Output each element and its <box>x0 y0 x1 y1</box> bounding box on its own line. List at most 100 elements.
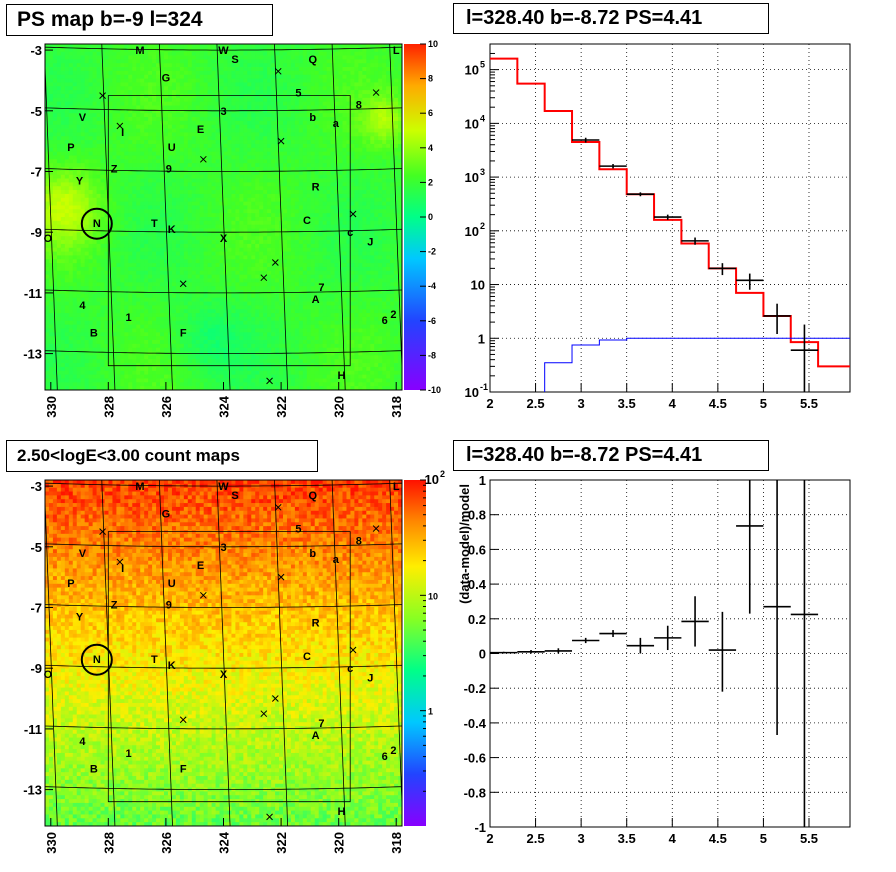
heatmap-cell <box>175 240 181 245</box>
heatmap-cell <box>366 136 371 141</box>
heatmap-cell <box>338 74 343 79</box>
heatmap-cell <box>104 93 109 99</box>
heatmap-cell <box>382 190 387 195</box>
heatmap-cell <box>144 55 149 60</box>
heatmap-cell <box>302 167 308 172</box>
heatmap-cell <box>322 105 328 110</box>
heatmap-cell <box>286 51 292 56</box>
heatmap-cell <box>255 159 260 164</box>
heatmap-cell <box>398 124 402 129</box>
heatmap-cell <box>171 167 177 172</box>
heatmap-cell <box>263 44 268 49</box>
heatmap-cell <box>96 63 101 68</box>
heatmap-cell <box>294 159 300 164</box>
heatmap-cell <box>203 63 209 68</box>
heatmap-cell <box>72 224 78 229</box>
heatmap-cell <box>255 143 260 149</box>
heatmap-cell <box>286 128 292 133</box>
ps-map-heatmap <box>45 44 402 390</box>
heatmap-cell <box>211 205 216 210</box>
heatmap-cell <box>330 147 335 153</box>
heatmap-cell <box>207 124 212 129</box>
heatmap-cell <box>275 186 280 191</box>
heatmap-cell <box>45 255 50 260</box>
heatmap-cell <box>338 251 343 256</box>
heatmap-cell <box>167 205 173 210</box>
heatmap-cell <box>171 205 177 210</box>
heatmap-cell <box>136 51 141 56</box>
heatmap-cell <box>92 190 97 195</box>
heatmap-cell <box>211 97 216 103</box>
heatmap-cell <box>334 193 339 199</box>
heatmap-cell <box>80 93 86 99</box>
heatmap-cell <box>76 120 82 126</box>
heatmap-cell <box>92 147 97 153</box>
heatmap-cell <box>243 101 248 106</box>
heatmap-cell <box>398 209 402 214</box>
heatmap-cell <box>199 128 205 133</box>
heatmap-cell <box>64 147 70 153</box>
heatmap-cell <box>386 128 391 133</box>
heatmap-cell <box>294 155 300 160</box>
heatmap-cell <box>219 255 224 260</box>
heatmap-cell <box>235 117 240 122</box>
heatmap-cell <box>338 78 343 83</box>
heatmap-cell <box>362 163 367 168</box>
heatmap-cell <box>267 82 272 87</box>
heatmap-cell <box>231 182 236 187</box>
heatmap-cell <box>346 101 351 106</box>
heatmap-cell <box>175 113 181 118</box>
heatmap-cell <box>128 217 133 222</box>
heatmap-cell <box>318 47 324 53</box>
heatmap-cell <box>290 143 296 149</box>
heatmap-cell <box>144 167 149 172</box>
heatmap-cell <box>235 86 240 91</box>
heatmap-cell <box>140 74 145 79</box>
heatmap-cell <box>96 240 101 245</box>
heatmap-cell <box>132 143 137 149</box>
heatmap-cell <box>132 186 137 191</box>
heatmap-cell <box>398 82 402 87</box>
heatmap-cell <box>215 174 220 179</box>
heatmap-cell <box>390 190 395 195</box>
heatmap-cell <box>298 70 304 76</box>
heatmap-cell <box>68 63 74 68</box>
heatmap-cell <box>223 174 228 179</box>
heatmap-cell <box>104 67 109 72</box>
heatmap-cell <box>45 232 50 237</box>
heatmap-cell <box>398 167 402 172</box>
heatmap-cell <box>104 224 109 229</box>
heatmap-cell <box>243 193 248 199</box>
heatmap-cell <box>227 163 232 168</box>
heatmap-cell <box>334 117 339 122</box>
heatmap-cell <box>195 236 201 241</box>
heatmap-cell <box>144 67 149 72</box>
heatmap-cell <box>350 120 355 126</box>
heatmap-cell <box>390 217 395 222</box>
heatmap-cell <box>195 182 201 187</box>
heatmap-cell <box>48 243 54 249</box>
heatmap-cell <box>211 167 216 172</box>
heatmap-cell <box>279 159 284 164</box>
heatmap-cell <box>45 140 50 145</box>
heatmap-cell <box>199 143 205 149</box>
heatmap-cell <box>350 86 355 91</box>
heatmap-cell <box>108 205 113 210</box>
heatmap-cell <box>152 55 157 60</box>
heatmap-cell <box>80 143 86 149</box>
heatmap-cell <box>148 236 153 241</box>
heatmap-cell <box>199 255 205 260</box>
heatmap-cell <box>362 155 367 160</box>
heatmap-cell <box>271 70 276 76</box>
heatmap-cell <box>322 55 328 60</box>
heatmap-cell <box>80 120 86 126</box>
heatmap-cell <box>207 243 212 249</box>
heatmap-cell <box>76 159 82 164</box>
heatmap-cell <box>116 97 121 103</box>
heatmap-cell <box>124 170 129 176</box>
heatmap-cell <box>231 82 236 87</box>
heatmap-cell <box>148 255 153 260</box>
heatmap-cell <box>108 201 113 206</box>
heatmap-cell <box>350 213 355 218</box>
heatmap-cell <box>382 74 387 79</box>
